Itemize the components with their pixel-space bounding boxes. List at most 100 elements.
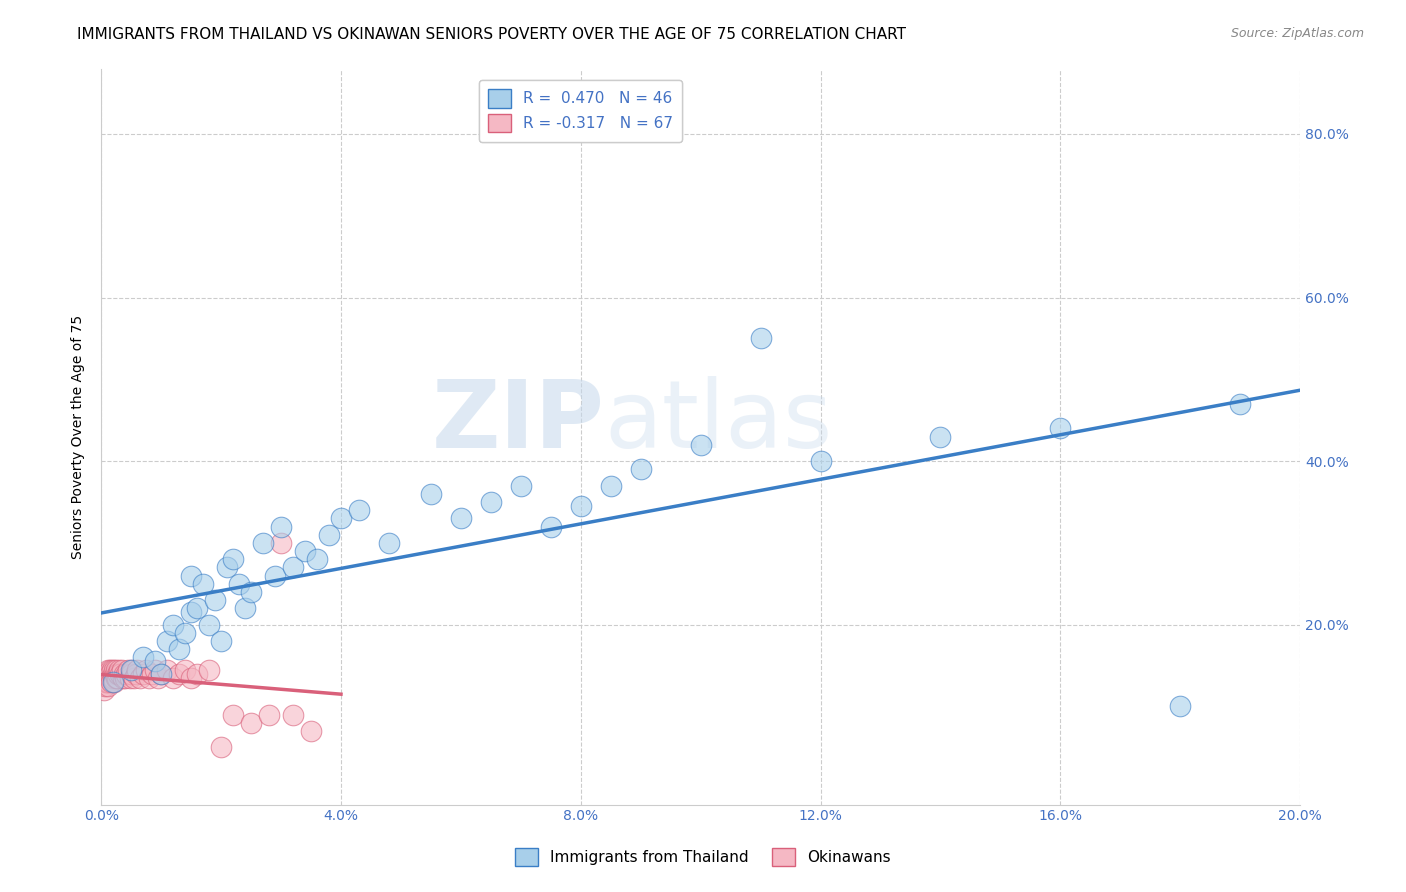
Point	[101, 663, 124, 677]
Point	[101, 666, 124, 681]
Point	[630, 462, 652, 476]
Point	[120, 663, 142, 677]
Point	[191, 576, 214, 591]
Point	[146, 671, 169, 685]
Point	[97, 675, 120, 690]
Point	[270, 536, 292, 550]
Point	[167, 642, 190, 657]
Point	[569, 499, 592, 513]
Point	[138, 671, 160, 685]
Point	[105, 666, 128, 681]
Point	[103, 675, 125, 690]
Point	[186, 601, 208, 615]
Point	[150, 666, 173, 681]
Point	[104, 671, 127, 685]
Point	[98, 666, 121, 681]
Point	[122, 671, 145, 685]
Point	[167, 666, 190, 681]
Point	[810, 454, 832, 468]
Point	[105, 663, 128, 677]
Point	[104, 666, 127, 681]
Point	[180, 606, 202, 620]
Point	[132, 650, 155, 665]
Point	[94, 679, 117, 693]
Point	[120, 666, 142, 681]
Point	[156, 663, 179, 677]
Point	[174, 663, 197, 677]
Point	[228, 576, 250, 591]
Legend: R =  0.470   N = 46, R = -0.317   N = 67: R = 0.470 N = 46, R = -0.317 N = 67	[479, 80, 682, 142]
Point	[143, 655, 166, 669]
Point	[91, 671, 114, 685]
Point	[209, 740, 232, 755]
Point	[347, 503, 370, 517]
Point	[209, 634, 232, 648]
Point	[100, 671, 122, 685]
Point	[111, 671, 134, 685]
Point	[450, 511, 472, 525]
Point	[257, 707, 280, 722]
Point	[509, 478, 531, 492]
Text: Source: ZipAtlas.com: Source: ZipAtlas.com	[1230, 27, 1364, 40]
Point	[129, 671, 152, 685]
Point	[1049, 421, 1071, 435]
Point	[103, 671, 125, 685]
Point	[96, 671, 118, 685]
Point	[118, 671, 141, 685]
Point	[299, 724, 322, 739]
Point	[749, 331, 772, 345]
Point	[180, 671, 202, 685]
Legend: Immigrants from Thailand, Okinawans: Immigrants from Thailand, Okinawans	[506, 838, 900, 875]
Point	[110, 666, 132, 681]
Point	[281, 560, 304, 574]
Point	[98, 671, 121, 685]
Point	[198, 663, 221, 677]
Point	[233, 601, 256, 615]
Point	[143, 663, 166, 677]
Point	[98, 663, 121, 677]
Point	[100, 675, 122, 690]
Point	[107, 666, 129, 681]
Point	[222, 707, 245, 722]
Point	[110, 663, 132, 677]
Point	[97, 679, 120, 693]
Text: IMMIGRANTS FROM THAILAND VS OKINAWAN SENIORS POVERTY OVER THE AGE OF 75 CORRELAT: IMMIGRANTS FROM THAILAND VS OKINAWAN SEN…	[77, 27, 907, 42]
Point	[156, 634, 179, 648]
Point	[115, 666, 138, 681]
Point	[150, 666, 173, 681]
Point	[127, 663, 149, 677]
Point	[281, 707, 304, 722]
Point	[378, 536, 401, 550]
Point	[93, 666, 115, 681]
Point	[96, 675, 118, 690]
Point	[108, 663, 131, 677]
Point	[98, 666, 121, 681]
Point	[540, 519, 562, 533]
Point	[419, 487, 441, 501]
Point	[114, 671, 136, 685]
Point	[105, 671, 128, 685]
Point	[240, 715, 263, 730]
Point	[162, 617, 184, 632]
Point	[198, 617, 221, 632]
Point	[93, 683, 115, 698]
Point	[94, 671, 117, 685]
Point	[252, 536, 274, 550]
Point	[125, 666, 148, 681]
Text: atlas: atlas	[605, 376, 832, 467]
Y-axis label: Seniors Poverty Over the Age of 75: Seniors Poverty Over the Age of 75	[72, 315, 86, 558]
Point	[305, 552, 328, 566]
Point	[222, 552, 245, 566]
Point	[141, 666, 163, 681]
Point	[132, 666, 155, 681]
Point	[93, 675, 115, 690]
Point	[240, 585, 263, 599]
Point	[91, 675, 114, 690]
Point	[94, 675, 117, 690]
Point	[264, 568, 287, 582]
Point	[330, 511, 353, 525]
Point	[121, 663, 143, 677]
Point	[117, 663, 139, 677]
Point	[96, 666, 118, 681]
Point	[1168, 699, 1191, 714]
